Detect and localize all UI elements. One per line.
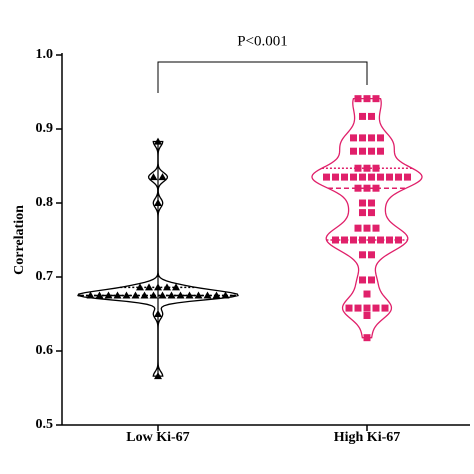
- point: [354, 95, 362, 103]
- point: [363, 304, 371, 312]
- point: [363, 95, 371, 103]
- point: [332, 236, 339, 244]
- point: [377, 173, 384, 181]
- point: [158, 291, 167, 299]
- point: [368, 276, 375, 284]
- point: [203, 291, 212, 299]
- point: [372, 184, 380, 192]
- point: [372, 304, 380, 312]
- point: [350, 147, 357, 155]
- point: [154, 372, 162, 380]
- point: [154, 137, 162, 145]
- point: [350, 173, 357, 181]
- x-tick-label: High Ki-67: [334, 430, 401, 445]
- point: [323, 173, 330, 181]
- point: [221, 291, 230, 299]
- point: [363, 311, 371, 319]
- significance-bracket: [157, 61, 368, 93]
- point: [363, 164, 371, 172]
- point: [194, 291, 203, 299]
- y-tick-label: 1.0: [36, 47, 54, 62]
- point: [167, 291, 176, 299]
- point: [381, 304, 389, 312]
- point: [149, 291, 158, 299]
- x-tick-label: Low Ki-67: [126, 430, 189, 445]
- point: [163, 283, 171, 291]
- point: [368, 147, 375, 155]
- violin: [311, 98, 423, 339]
- point: [359, 276, 366, 284]
- point: [332, 173, 339, 181]
- point: [359, 236, 366, 244]
- point: [359, 112, 366, 120]
- point: [149, 173, 158, 181]
- y-tick-label: 0.8: [36, 195, 54, 210]
- point: [145, 283, 153, 291]
- point: [368, 134, 375, 142]
- point: [131, 291, 140, 299]
- point: [359, 134, 366, 142]
- point: [359, 199, 366, 207]
- point: [122, 291, 131, 299]
- point: [354, 164, 362, 172]
- point: [368, 112, 375, 120]
- point: [363, 334, 371, 342]
- point: [341, 236, 348, 244]
- point: [395, 173, 402, 181]
- point: [368, 173, 375, 181]
- y-tick-label: 0.9: [36, 121, 54, 136]
- point: [386, 173, 393, 181]
- point: [359, 173, 366, 181]
- point: [359, 251, 366, 259]
- point: [363, 184, 371, 192]
- point: [104, 291, 113, 299]
- point: [172, 283, 180, 291]
- point: [368, 209, 375, 217]
- y-axis-label: Correlation: [12, 205, 27, 275]
- point: [176, 291, 185, 299]
- point: [363, 290, 371, 298]
- point: [341, 173, 348, 181]
- point: [372, 164, 380, 172]
- point: [368, 236, 375, 244]
- point: [359, 209, 366, 217]
- point: [386, 236, 393, 244]
- point: [354, 224, 362, 232]
- point: [368, 199, 375, 207]
- point: [377, 147, 384, 155]
- point: [350, 134, 357, 142]
- point: [185, 291, 194, 299]
- point: [363, 224, 371, 232]
- point: [372, 224, 380, 232]
- point: [404, 173, 411, 181]
- y-tick-label: 0.5: [36, 417, 54, 432]
- point: [395, 236, 402, 244]
- point: [86, 291, 95, 299]
- point: [158, 173, 167, 181]
- y-tick-label: 0.7: [36, 269, 54, 284]
- point: [377, 236, 384, 244]
- point: [95, 291, 104, 299]
- point: [154, 283, 162, 291]
- point: [368, 251, 375, 259]
- point: [154, 310, 162, 317]
- point: [140, 291, 149, 299]
- point: [350, 236, 357, 244]
- point: [136, 283, 144, 291]
- point: [372, 95, 380, 103]
- annotation: P<0.001: [237, 33, 288, 49]
- point: [154, 199, 162, 206]
- point: [354, 304, 362, 312]
- point: [113, 291, 122, 299]
- point: [345, 304, 353, 312]
- point: [354, 184, 362, 192]
- point: [359, 147, 366, 155]
- y-tick-label: 0.6: [36, 343, 54, 358]
- point: [377, 134, 384, 142]
- point: [212, 291, 221, 299]
